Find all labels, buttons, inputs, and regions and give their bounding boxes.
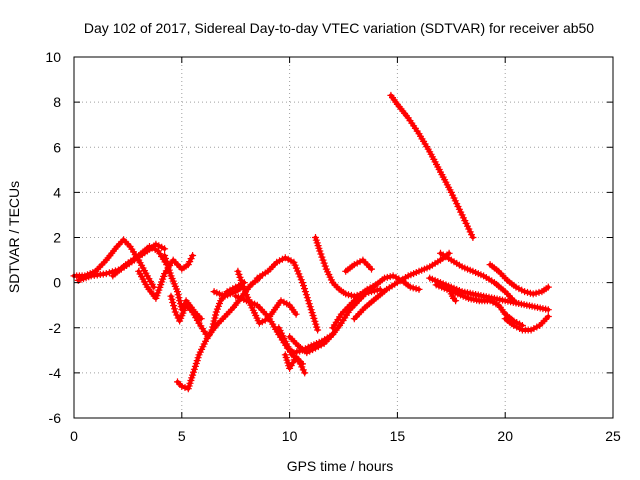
data-point-marker (301, 285, 308, 293)
data-point-marker (171, 305, 178, 313)
data-point-marker (316, 247, 324, 255)
series-arc-17 (329, 272, 423, 332)
data-point-marker (305, 300, 313, 308)
data-point-marker (181, 384, 189, 391)
chart-title: Day 102 of 2017, Sidereal Day-to-day VTE… (84, 20, 594, 36)
data-point-marker (415, 285, 423, 293)
x-tick-label: 25 (605, 428, 621, 444)
data-point-marker (184, 261, 192, 269)
data-point-marker (368, 265, 375, 273)
data-layer (70, 91, 552, 393)
series-arc-23 (437, 249, 520, 307)
series-arc-26 (447, 290, 460, 305)
series-arc-22 (432, 281, 526, 329)
data-point-marker (175, 294, 183, 302)
x-tick-label: 10 (282, 428, 298, 444)
y-tick-label: -2 (49, 320, 62, 336)
data-point-marker (320, 259, 328, 267)
y-axis-label: SDTVAR / TECUs (6, 181, 22, 293)
grid (74, 57, 613, 418)
data-point-marker (234, 267, 242, 275)
y-tick-label: 8 (53, 94, 61, 110)
data-point-marker (318, 253, 326, 261)
y-tick-label: 10 (45, 49, 61, 65)
data-point-marker (296, 360, 304, 368)
series-arc-20 (387, 91, 477, 241)
data-point-marker (189, 252, 197, 259)
data-point-marker (238, 279, 246, 287)
y-tick-label: 4 (53, 184, 61, 200)
data-point-marker (173, 311, 181, 319)
data-point-marker (306, 303, 314, 311)
series-arc-11 (234, 267, 300, 327)
data-point-marker (304, 297, 312, 305)
data-point-marker (161, 245, 169, 253)
data-point-marker (174, 288, 181, 296)
data-point-marker (176, 297, 184, 305)
data-point-marker (292, 310, 300, 318)
data-point-marker (235, 270, 243, 278)
y-tick-label: -6 (49, 410, 62, 426)
data-point-marker (105, 269, 113, 277)
axis-ticks: 0 5 10 15 20 25 -6 -4 -2 0 2 4 6 8 10 (45, 49, 621, 444)
data-point-marker (186, 258, 194, 266)
data-point-marker (237, 276, 245, 284)
data-point-marker (150, 283, 158, 291)
data-point-marker (210, 317, 218, 325)
data-point-marker (301, 369, 309, 377)
data-point-marker (174, 291, 182, 299)
y-tick-label: 6 (53, 139, 61, 155)
data-point-marker (168, 295, 176, 303)
data-point-marker (469, 234, 477, 241)
data-point-marker (303, 294, 311, 302)
x-tick-label: 15 (390, 428, 406, 444)
series-arc-19 (350, 249, 453, 323)
data-point-marker (178, 382, 186, 390)
y-tick-label: -4 (49, 365, 62, 381)
data-point-marker (512, 299, 520, 307)
data-point-marker (544, 306, 552, 314)
series-arc-21 (426, 274, 552, 314)
x-axis-label: GPS time / hours (287, 458, 394, 474)
data-point-marker (321, 262, 329, 270)
series-arc-14 (281, 351, 309, 377)
data-point-marker (314, 326, 322, 334)
data-point-marker (167, 292, 175, 300)
y-tick-label: 2 (53, 230, 61, 246)
data-point-marker (197, 315, 205, 323)
y-tick-label: 0 (53, 275, 61, 291)
data-point-marker (236, 273, 244, 281)
data-point-marker (169, 299, 177, 306)
data-point-marker (544, 313, 552, 320)
series-arc-12 (253, 254, 322, 334)
x-tick-label: 0 (70, 428, 78, 444)
data-point-marker (212, 311, 220, 319)
data-point-marker (317, 250, 325, 258)
data-point-marker (171, 308, 179, 316)
series-arc-24 (486, 261, 552, 298)
data-point-marker (239, 282, 247, 290)
data-point-marker (300, 282, 307, 290)
data-point-marker (299, 279, 306, 287)
data-point-marker (544, 283, 552, 291)
data-point-marker (302, 291, 310, 299)
series-arc-18 (342, 256, 375, 275)
data-point-marker (301, 288, 309, 296)
data-point-marker (187, 255, 195, 263)
data-point-marker (299, 366, 307, 374)
x-tick-label: 5 (178, 428, 186, 444)
data-point-marker (298, 363, 306, 371)
data-point-marker (452, 297, 460, 305)
data-point-marker (319, 256, 327, 264)
data-point-marker (170, 302, 178, 310)
series-line (388, 93, 475, 240)
data-point-marker (102, 270, 110, 278)
data-point-marker (211, 314, 219, 322)
x-tick-label: 20 (497, 428, 513, 444)
series-arc-06 (167, 292, 203, 327)
data-point-marker (161, 252, 169, 259)
series-arc-25 (501, 313, 552, 334)
